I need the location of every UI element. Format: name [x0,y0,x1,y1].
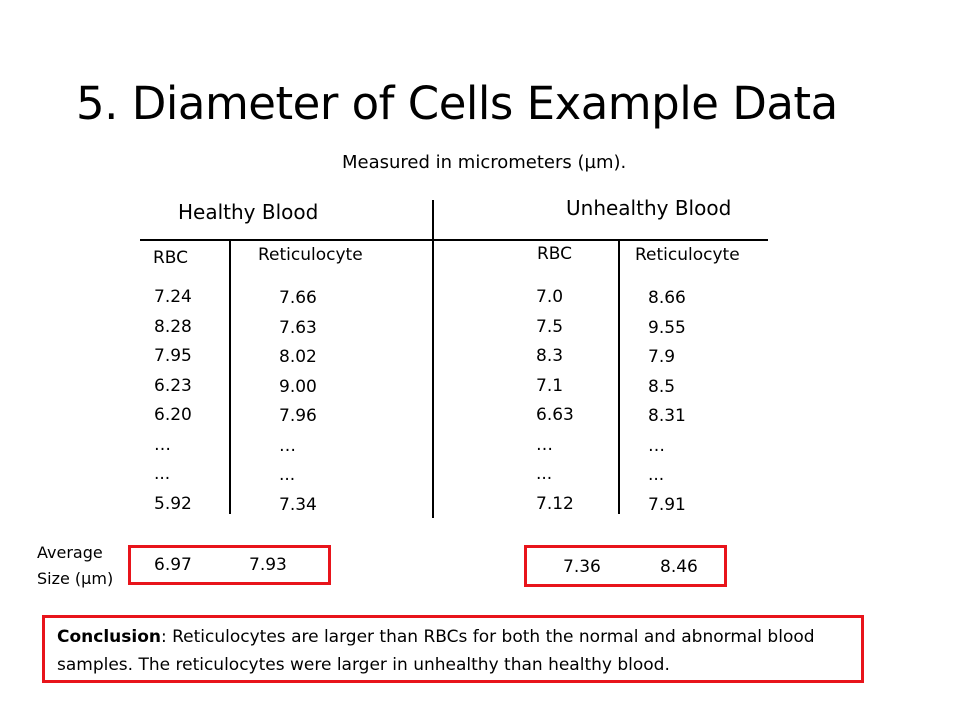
unhealthy-retic-header: Reticulocyte [635,245,740,265]
value-cell: … [648,435,665,456]
value-cell: 7.0 [536,287,564,307]
value-cell: 6.63 [536,405,574,425]
healthy-retic-average: 7.93 [249,555,287,575]
average-label-line1: Average [37,543,103,562]
unhealthy-average-box [524,545,727,587]
value-cell: 7.12 [536,493,574,514]
value-cell: 7.96 [279,406,317,426]
value-cell: … [279,435,296,456]
value-cell: ... [648,465,665,485]
value-cell: 7.1 [536,375,564,396]
unhealthy-rbc-column: 7.0 7.5 8.3 7.1 6.63 … ... 7.12 [536,283,574,519]
average-label-line2: Size (µm) [37,569,114,588]
slide-title: 5. Diameter of Cells Example Data [76,77,838,130]
value-cell: 8.31 [648,406,686,426]
healthy-column-divider [229,240,231,514]
value-cell: 9.55 [648,317,686,338]
healthy-rbc-header: RBC [153,248,189,268]
unhealthy-rbc-average: 7.36 [563,557,601,577]
value-cell: … [154,434,171,455]
value-cell: 8.3 [536,346,564,366]
conclusion-text: : Reticulocytes are larger than RBCs for… [57,627,815,675]
healthy-rbc-column: 7.24 8.28 7.95 6.23 6.20 … ... 5.92 [154,283,192,519]
healthy-retic-header: Reticulocyte [258,245,363,265]
conclusion-box: Conclusion: Reticulocytes are larger tha… [42,615,864,683]
value-cell: … [536,434,553,455]
value-cell: 5.92 [154,493,192,514]
healthy-retic-column: 7.66 7.63 8.02 9.00 7.96 … ... 7.34 [279,284,317,520]
value-cell: 7.9 [648,347,676,367]
slide-subtitle: Measured in micrometers (µm). [342,152,627,173]
value-cell: 9.00 [279,376,317,397]
header-rule [140,239,768,241]
value-cell: 7.34 [279,494,317,515]
healthy-average-box [128,545,331,585]
value-cell: 8.66 [648,288,686,308]
value-cell: 7.91 [648,494,686,515]
value-cell: 8.5 [648,376,676,397]
value-cell: 8.28 [154,316,192,337]
value-cell: ... [279,465,296,485]
group-divider [432,200,434,518]
conclusion-label: Conclusion [57,627,161,647]
value-cell: 6.23 [154,375,192,396]
average-size-label: Average Size (µm) [37,540,113,592]
unhealthy-retic-average: 8.46 [660,557,698,577]
value-cell: 7.66 [279,288,317,308]
value-cell: 7.24 [154,287,192,307]
healthy-blood-heading: Healthy Blood [178,200,319,224]
value-cell: 7.95 [154,346,192,366]
value-cell: ... [536,464,553,484]
value-cell: 8.02 [279,347,317,367]
value-cell: 7.5 [536,316,564,337]
unhealthy-blood-heading: Unhealthy Blood [566,196,732,220]
value-cell: 6.20 [154,405,192,425]
unhealthy-column-divider [618,240,620,514]
unhealthy-rbc-header: RBC [537,244,573,264]
unhealthy-retic-column: 8.66 9.55 7.9 8.5 8.31 … ... 7.91 [648,284,686,520]
value-cell: 7.63 [279,317,317,338]
healthy-rbc-average: 6.97 [154,555,192,575]
value-cell: ... [154,464,171,484]
